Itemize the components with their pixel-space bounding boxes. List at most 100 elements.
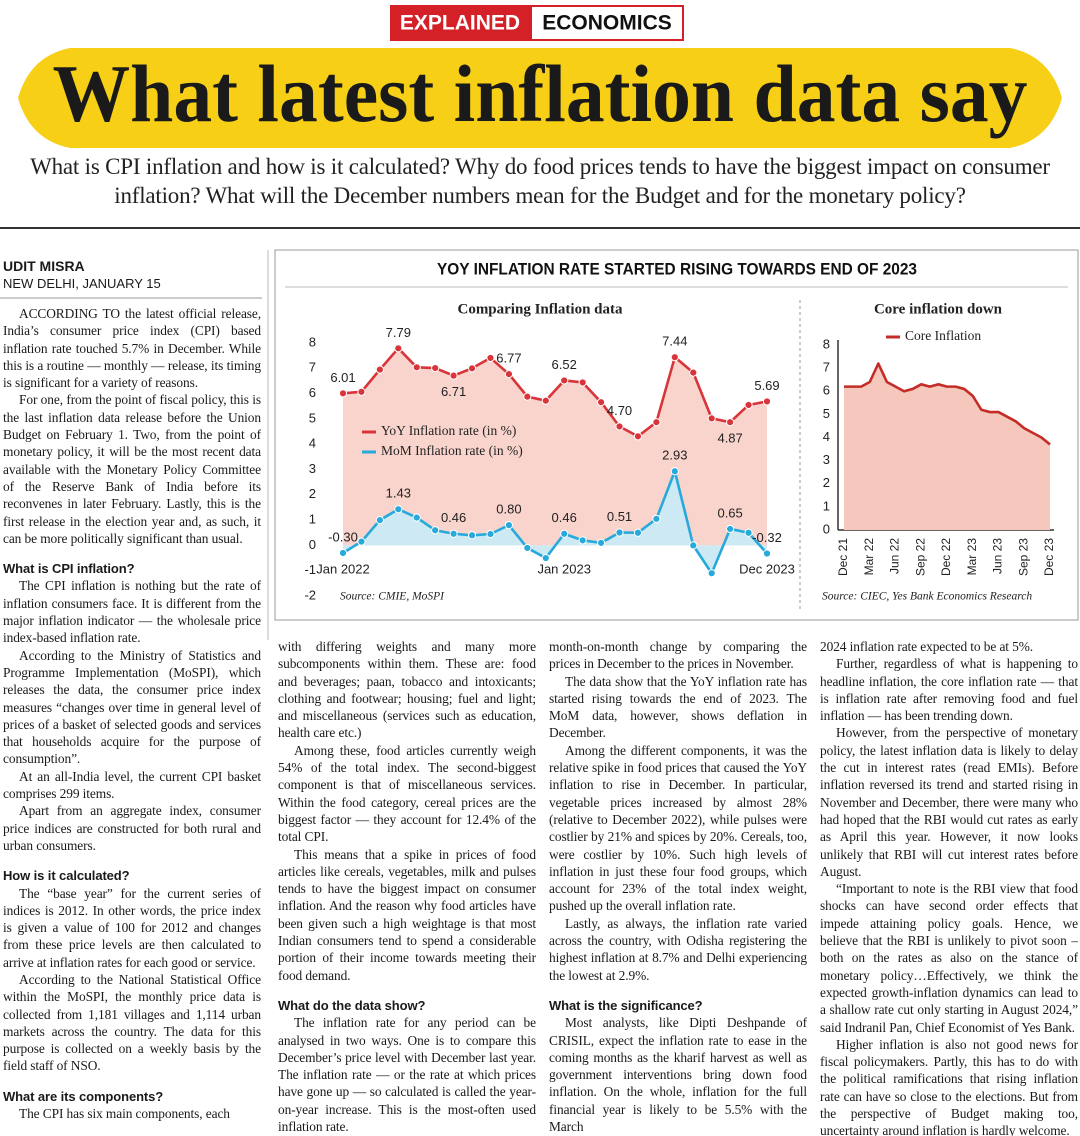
y-tick-label: 0: [309, 537, 316, 552]
point: [394, 344, 403, 353]
subtitle: What is CPI inflation and how is it calc…: [30, 154, 1050, 208]
paragraph: However, from the perspective of monetar…: [820, 725, 1078, 879]
y-tick-label: 7: [823, 360, 830, 375]
y-tick-label: -2: [304, 587, 316, 602]
headline: What latest inflation data say: [53, 48, 1028, 139]
point: [449, 529, 458, 538]
value-label: 6.01: [330, 370, 355, 385]
point: [615, 528, 624, 537]
area: [844, 363, 1050, 530]
point: [652, 418, 661, 427]
x-tick-label: Jan 2023: [537, 561, 591, 576]
point: [486, 353, 495, 363]
point: [633, 432, 643, 441]
point: [523, 392, 532, 401]
value-label: 6.71: [441, 384, 466, 399]
paragraph: The data show that the YoY inflation rat…: [549, 673, 807, 741]
value-label: 4.70: [607, 403, 632, 418]
point: [652, 514, 661, 523]
value-label: 6.77: [496, 351, 521, 366]
section-heading: How is it calculated?: [3, 868, 130, 884]
article-column: month-on-month change by comparing the p…: [549, 638, 807, 1136]
point: [578, 536, 587, 545]
paragraph: Further, regardless of what is happening…: [820, 656, 1078, 724]
paragraph: Most analysts, like Dipti Deshpande of C…: [549, 1015, 807, 1135]
y-tick-label: 6: [309, 385, 316, 400]
byline: UDIT MISRA NEW DELHI, JANUARY 15: [3, 258, 261, 292]
y-tick-label: 2: [823, 475, 830, 490]
point: [394, 505, 403, 514]
point: [744, 528, 753, 537]
point: [615, 422, 624, 431]
author: UDIT MISRA: [3, 258, 85, 274]
article-column: ACCORDING TO the latest official release…: [3, 305, 261, 1135]
paragraph: The CPI inflation is nothing but the rat…: [3, 578, 261, 646]
y-tick-label: 1: [309, 512, 316, 527]
point: [357, 387, 366, 396]
y-tick-label: 0: [823, 521, 830, 536]
value-label: 4.87: [717, 431, 742, 446]
y-tick-label: 2: [309, 486, 316, 501]
point: [338, 389, 348, 398]
point: [707, 414, 716, 423]
point: [762, 397, 772, 406]
chart-box: [274, 249, 1079, 621]
point: [431, 526, 440, 535]
line: [342, 347, 768, 438]
section-heading: What is CPI inflation?: [3, 561, 135, 577]
value-label: 0.80: [496, 502, 521, 517]
y-tick-label: 8: [823, 336, 830, 351]
x-tick-label: Jun 23: [991, 538, 1005, 574]
paragraph: This means that a spike in prices of foo…: [278, 846, 536, 983]
paragraph: Lastly, as always, the inflation rate va…: [549, 915, 807, 983]
section-label: ECONOMICS: [542, 12, 672, 35]
point: [560, 376, 569, 385]
paragraph: with differing weights and many more sub…: [278, 639, 536, 741]
article-column: with differing weights and many more sub…: [278, 638, 536, 1136]
y-tick-label: 1: [823, 498, 830, 513]
point: [578, 378, 587, 387]
paragraph: Among the different components, it was t…: [549, 742, 807, 914]
point: [560, 529, 569, 538]
article-column: 2024 inflation rate expected to be at 5%…: [820, 638, 1078, 1136]
dateline: NEW DELHI, JANUARY 15: [3, 276, 161, 291]
value-label: 0.46: [552, 510, 577, 525]
point: [431, 363, 440, 373]
value-label: -0.30: [328, 529, 358, 544]
point: [762, 549, 772, 558]
paragraph: According to the National Statistical Of…: [3, 971, 261, 1074]
section-heading: What do the data show?: [278, 997, 426, 1013]
point: [467, 364, 477, 373]
point: [504, 521, 514, 530]
paragraph: ACCORDING TO the latest official release…: [3, 306, 261, 391]
section-tag: EXPLAINED: [400, 12, 520, 35]
section-heading: What is the significance?: [549, 997, 703, 1013]
paragraph: The inflation rate for any period can be…: [278, 1015, 536, 1135]
x-tick-label: Jan 2022: [316, 561, 370, 576]
chart-source: Source: CIEC, Yes Bank Economics Researc…: [822, 591, 1032, 603]
paragraph: Among these, food articles currently wei…: [278, 742, 536, 845]
x-tick-label: Jun 22: [888, 538, 902, 574]
point: [338, 548, 348, 558]
title-banner: [18, 48, 1062, 148]
legend-label: MoM Inflation rate (in %): [381, 443, 523, 458]
point: [523, 543, 532, 553]
y-tick-label: 6: [823, 383, 830, 398]
y-tick-label: 4: [309, 436, 316, 451]
x-tick-label: Dec 2023: [739, 561, 795, 576]
paragraph: The CPI has six main components, each: [19, 1106, 230, 1122]
y-tick-label: 3: [309, 461, 316, 476]
chart-source: Source: CMIE, MoSPI: [340, 591, 445, 603]
value-label: 0.46: [441, 510, 466, 525]
point: [467, 531, 477, 540]
point: [504, 370, 514, 379]
area: [343, 348, 767, 546]
y-tick-label: 7: [309, 360, 316, 375]
paragraph: month-on-month change by comparing the p…: [549, 639, 807, 672]
chart-title: Comparing Inflation data: [457, 301, 623, 317]
chart-title: Core inflation down: [874, 301, 1003, 317]
point: [633, 528, 643, 537]
paragraph: For one, from the point of fiscal policy…: [3, 392, 261, 546]
point: [541, 396, 550, 405]
y-tick-label: 4: [823, 429, 830, 444]
